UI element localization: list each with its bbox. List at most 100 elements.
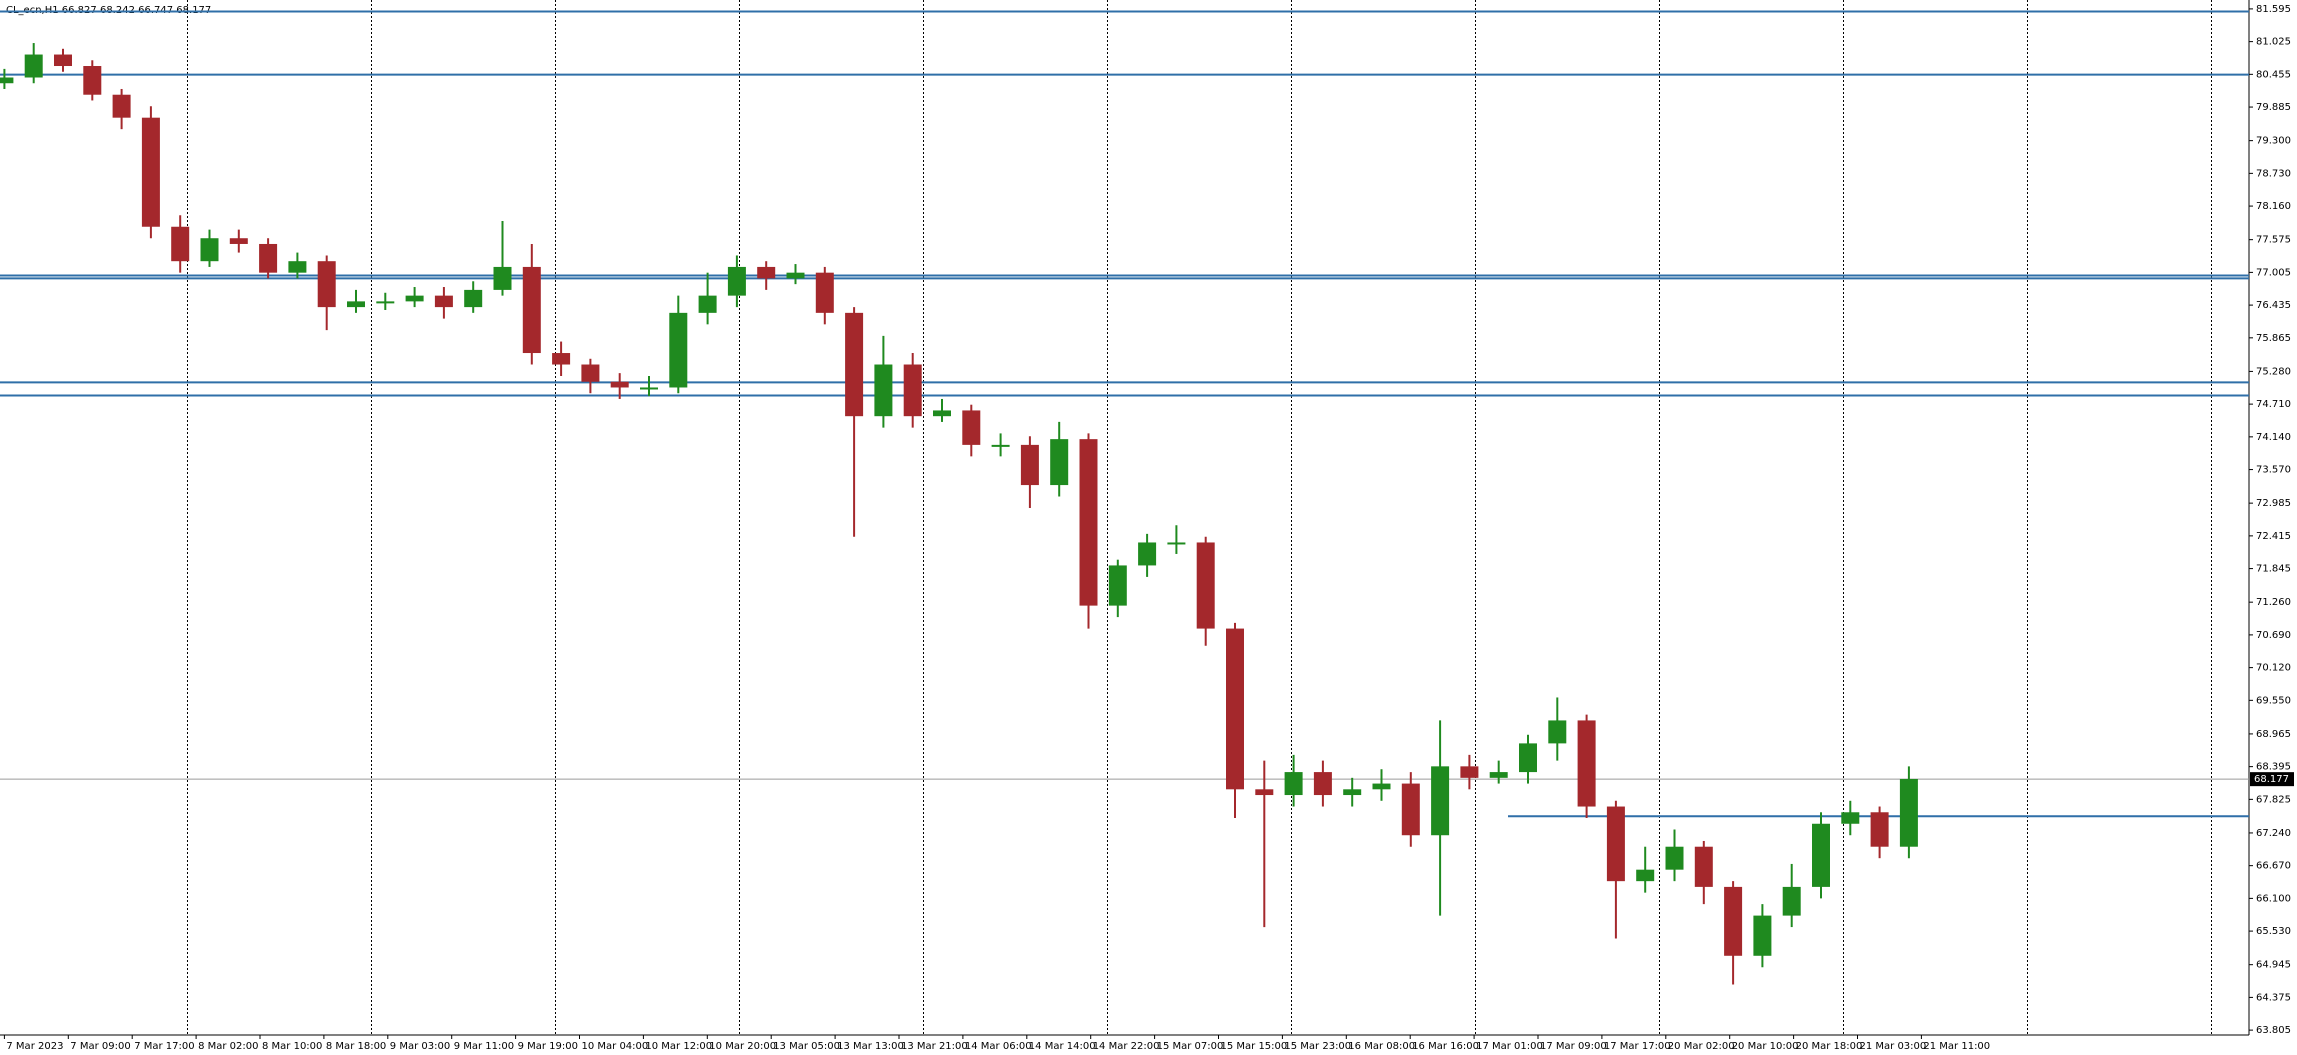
candle-body xyxy=(1870,812,1889,847)
candle-body xyxy=(610,381,629,388)
candle-body xyxy=(171,226,190,262)
y-tick-label: 78.160 xyxy=(2256,201,2291,212)
y-tick-label: 79.885 xyxy=(2256,102,2291,113)
candle-body xyxy=(54,54,72,67)
candle-body xyxy=(1372,783,1391,790)
candle-body xyxy=(1313,772,1332,796)
y-tick-label: 66.670 xyxy=(2256,861,2291,872)
candle-body xyxy=(757,266,776,279)
candle-body xyxy=(83,66,102,95)
candle-body xyxy=(815,272,834,313)
x-tick-label: 14 Mar 06:00 xyxy=(965,1041,1032,1052)
candle-body xyxy=(1665,846,1684,870)
y-tick-label: 68.965 xyxy=(2256,729,2291,740)
candle-body xyxy=(1694,846,1713,887)
x-tick-label: 15 Mar 23:00 xyxy=(1284,1041,1351,1052)
candle-body xyxy=(1401,783,1420,836)
candle-body xyxy=(640,387,658,390)
candle-body xyxy=(1343,789,1362,796)
x-tick-label: 16 Mar 16:00 xyxy=(1412,1041,1479,1052)
y-tick-label: 77.005 xyxy=(2256,267,2291,278)
candle-body xyxy=(112,94,131,118)
x-tick-label: 20 Mar 10:00 xyxy=(1732,1041,1799,1052)
x-tick-label: 17 Mar 17:00 xyxy=(1604,1041,1671,1052)
candle-body xyxy=(1548,720,1567,744)
candle-body xyxy=(1196,542,1215,629)
y-tick-label: 80.455 xyxy=(2256,69,2291,80)
candle-body xyxy=(669,312,688,388)
candle-body xyxy=(727,266,746,296)
x-tick-label: 8 Mar 18:00 xyxy=(326,1041,386,1052)
candle-body xyxy=(581,364,600,382)
x-tick-label: 7 Mar 2023 xyxy=(6,1041,63,1052)
candle-body xyxy=(1577,720,1596,807)
y-tick-label: 69.550 xyxy=(2256,695,2291,706)
y-tick-label: 71.845 xyxy=(2256,564,2291,575)
candle-body xyxy=(1489,772,1508,778)
candle-body xyxy=(933,410,951,417)
candle-body xyxy=(1753,915,1772,956)
candle-body xyxy=(141,117,160,227)
x-tick-label: 13 Mar 05:00 xyxy=(773,1041,840,1052)
y-tick-label: 68.395 xyxy=(2256,762,2291,773)
y-tick-label: 63.805 xyxy=(2256,1025,2291,1036)
x-tick-label: 10 Mar 04:00 xyxy=(582,1041,649,1052)
candle-body xyxy=(288,261,307,273)
price-label-bg xyxy=(2250,772,2294,787)
y-tick-label: 78.730 xyxy=(2256,168,2291,179)
candle-body xyxy=(1255,789,1274,796)
y-tick-label: 70.690 xyxy=(2256,630,2291,641)
y-tick-label: 73.570 xyxy=(2256,465,2291,476)
y-tick-label: 75.865 xyxy=(2256,333,2291,344)
candle-body xyxy=(962,410,981,445)
y-tick-label: 70.120 xyxy=(2256,663,2291,674)
x-tick-label: 13 Mar 21:00 xyxy=(901,1041,968,1052)
candle-body xyxy=(1226,628,1244,790)
y-tick-label: 67.240 xyxy=(2256,828,2291,839)
candle-body xyxy=(1431,766,1450,836)
candle-body xyxy=(1020,444,1039,486)
candle-body xyxy=(376,301,395,304)
x-tick-label: 8 Mar 10:00 xyxy=(262,1041,322,1052)
x-tick-label: 9 Mar 03:00 xyxy=(390,1041,450,1052)
candle-body xyxy=(874,364,893,417)
candle-body xyxy=(845,312,864,417)
y-tick-label: 64.375 xyxy=(2256,992,2291,1003)
candle-body xyxy=(698,295,717,313)
candle-body xyxy=(0,77,14,84)
x-tick-label: 8 Mar 02:00 xyxy=(198,1041,258,1052)
y-tick-label: 74.140 xyxy=(2256,432,2291,443)
y-tick-label: 71.260 xyxy=(2256,597,2291,608)
candle-body xyxy=(991,444,1010,447)
candle-body xyxy=(1899,778,1918,847)
candle-body xyxy=(493,266,512,290)
y-tick-label: 76.435 xyxy=(2256,300,2291,311)
y-tick-label: 67.825 xyxy=(2256,794,2291,805)
y-tick-label: 81.595 xyxy=(2256,4,2291,15)
candle-body xyxy=(1841,812,1860,824)
x-tick-label: 20 Mar 02:00 xyxy=(1668,1041,1735,1052)
x-tick-label: 10 Mar 20:00 xyxy=(709,1041,776,1052)
y-tick-label: 66.100 xyxy=(2256,893,2291,904)
x-tick-label: 17 Mar 09:00 xyxy=(1540,1041,1607,1052)
y-tick-label: 64.945 xyxy=(2256,960,2291,971)
candle-body xyxy=(786,272,805,279)
x-tick-label: 9 Mar 11:00 xyxy=(454,1041,514,1052)
y-tick-label: 75.280 xyxy=(2256,366,2291,377)
candle-body xyxy=(464,289,483,308)
x-tick-label: 7 Mar 09:00 xyxy=(70,1041,130,1052)
candle-body xyxy=(434,295,453,308)
x-tick-label: 16 Mar 08:00 xyxy=(1348,1041,1415,1052)
x-tick-label: 21 Mar 11:00 xyxy=(1923,1041,1990,1052)
candle-body xyxy=(200,238,219,262)
candle-body xyxy=(1079,439,1098,606)
x-tick-label: 21 Mar 03:00 xyxy=(1860,1041,1927,1052)
candle-body xyxy=(1519,743,1537,773)
x-tick-label: 15 Mar 15:00 xyxy=(1221,1041,1288,1052)
price-label: 68.177 xyxy=(2254,774,2289,785)
candle-body xyxy=(1812,823,1830,887)
candle-body xyxy=(259,243,278,273)
candle-body xyxy=(405,295,424,302)
